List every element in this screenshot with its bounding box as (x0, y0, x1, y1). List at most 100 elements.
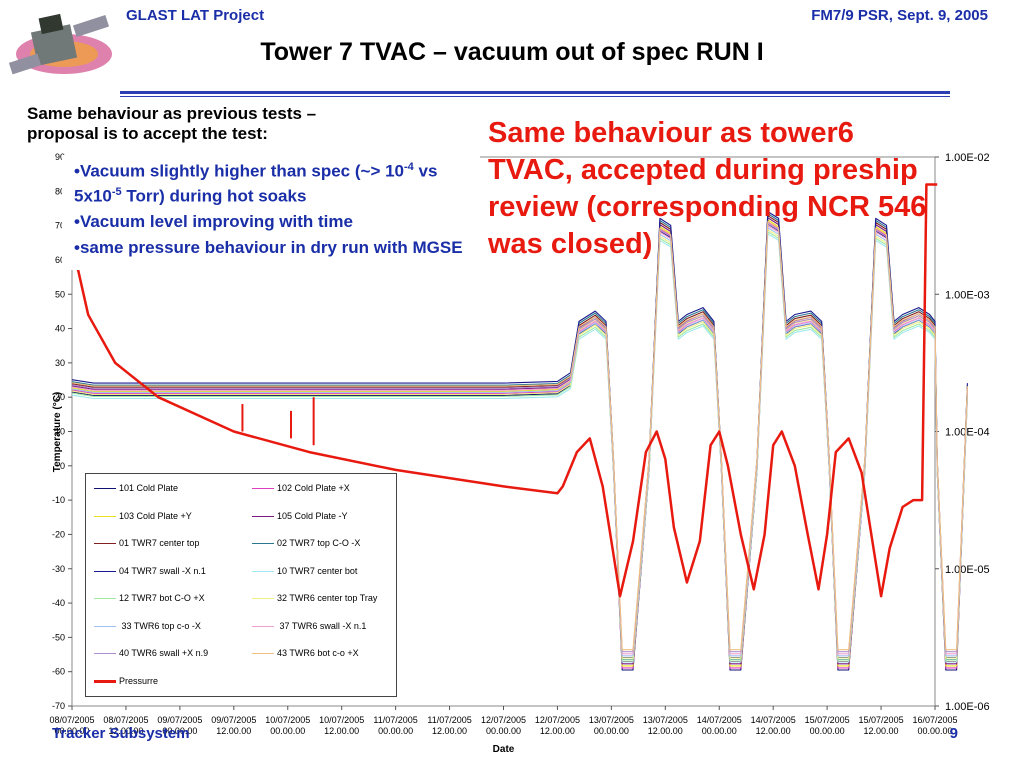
bullet-vacuum-spec: •Vacuum slightly higher than spec (~> 10… (74, 161, 438, 206)
x-tick-label: 12/07/2005 (481, 715, 526, 725)
legend-item: 43 TWR6 bot c-o +X (252, 647, 359, 659)
slide-title: Tower 7 TVAC – vacuum out of spec RUN I (260, 38, 764, 66)
chart-legend: 101 Cold Plate 102 Cold Plate +X 103 Cold … (85, 473, 397, 697)
x-tick-label: 13/07/2005 (589, 715, 634, 725)
review-label: FM7/9 PSR, Sept. 9, 2005 (811, 7, 988, 24)
x-tick-label: 11/07/2005 (373, 715, 417, 725)
legend-item: 12 TWR7 bot C-O +X (94, 592, 205, 604)
page-number: 9 (949, 725, 958, 742)
y-tick-label: 70 (55, 221, 65, 231)
x-tick-label: 12.00.00 (648, 726, 683, 736)
legend-item: 32 TWR6 center top Tray (252, 592, 377, 604)
legend-swatch (94, 488, 116, 490)
header-rule-thin (120, 96, 950, 97)
temperature-series-11 (71, 225, 968, 655)
legend-label: 102 Cold Plate +X (277, 483, 350, 493)
y-tick-label: 60 (55, 255, 65, 265)
legend-swatch (94, 543, 116, 545)
x-tick-label: 00.00.00 (162, 726, 197, 736)
y-tick-label: -20 (52, 529, 65, 539)
y-tick-label: -10 (52, 495, 65, 505)
x-tick-label: 00.00.00 (486, 726, 521, 736)
legend-label: 37 TWR6 swall -X n.1 (277, 620, 367, 631)
y-tick-label: 30 (55, 358, 65, 368)
temperature-series-10 (71, 227, 968, 657)
pressure-series (70, 183, 938, 598)
legend-swatch (94, 653, 116, 655)
x-tick-label: 14/07/2005 (697, 715, 742, 725)
legend-label: 43 TWR6 bot c-o +X (277, 648, 359, 658)
x-tick-label: 12.00.00 (324, 726, 359, 736)
legend-label: 01 TWR7 center top (119, 538, 200, 548)
x-tick-label: 12/07/2005 (535, 715, 580, 725)
y-tick-label: -50 (52, 632, 65, 642)
bullet-pressure-behaviour: •same pressure behaviour in dry run with… (74, 238, 463, 258)
glast-logo (8, 13, 112, 75)
bullet-list: •Vacuum slightly higher than spec (~> 10… (62, 155, 480, 271)
x-tick-label: 10/07/2005 (265, 715, 310, 725)
y2-tick-label: 1.00E-02 (945, 152, 990, 164)
legend-item: 33 TWR6 top c-o -X (94, 620, 201, 632)
legend-label: 105 Cold Plate -Y (277, 510, 348, 521)
legend-swatch (94, 625, 116, 627)
legend-item: 105 Cold Plate -Y (252, 510, 348, 522)
legend-swatch (252, 515, 274, 517)
x-tick-label: 11/07/2005 (427, 715, 471, 725)
x-tick-label: 12.00.00 (756, 726, 791, 736)
project-label: GLAST LAT Project (126, 7, 265, 24)
legend-label: 10 TWR7 center bot (277, 565, 358, 576)
x-tick-label: 00.00.00 (54, 726, 89, 736)
y2-tick-label: 1.00E-06 (945, 701, 990, 713)
x-tick-label: 14/07/2005 (751, 715, 796, 725)
legend-swatch (252, 488, 274, 490)
legend-label: 33 TWR6 top c-o -X (119, 620, 201, 631)
legend-item: 101 Cold Plate (94, 482, 178, 494)
x-tick-label: 09/07/2005 (157, 715, 202, 725)
x-tick-label: 00.00.00 (917, 726, 952, 736)
temperature-series-13 (71, 220, 968, 651)
y-tick-label: 80 (55, 186, 65, 196)
x-tick-label: 13/07/2005 (643, 715, 688, 725)
legend-label: 12 TWR7 bot C-O +X (119, 593, 205, 603)
legend-label: 04 TWR7 swall -X n.1 (119, 565, 206, 576)
legend-item: 04 TWR7 swall -X n.1 (94, 565, 206, 577)
x-tick-label: 12.00.00 (216, 726, 251, 736)
legend-label: 40 TWR6 swall +X n.9 (119, 648, 209, 658)
x-tick-label: 12.00.00 (432, 726, 467, 736)
x-tick-label: 09/07/2005 (211, 715, 256, 725)
legend-item: 10 TWR7 center bot (252, 565, 357, 577)
legend-swatch (252, 653, 274, 655)
legend-swatch (252, 570, 274, 572)
intro-line-1: Same behaviour as previous tests – (27, 104, 317, 123)
y2-tick-label: 1.00E-05 (945, 564, 990, 576)
y-tick-label: 20 (55, 392, 65, 402)
legend-label: 02 TWR7 top C-O -X (277, 538, 361, 548)
x-tick-label: 10/07/2005 (319, 715, 364, 725)
x-tick-label: 00.00.00 (702, 726, 737, 736)
x-tick-label: 08/07/2005 (49, 715, 94, 725)
x-tick-label: 00.00.00 (810, 726, 845, 736)
y-tick-label: -30 (52, 564, 65, 574)
legend-label: 32 TWR6 center top Tray (277, 593, 378, 603)
temperature-series-9 (71, 229, 968, 659)
temperature-series-12 (71, 222, 968, 653)
x-tick-label: 16/07/2005 (912, 715, 957, 725)
y-tick-label: -70 (52, 701, 65, 711)
legend-swatch (252, 625, 274, 627)
legend-item: 01 TWR7 center top (94, 537, 199, 549)
legend-label: Pressurre (119, 675, 159, 686)
y-tick-label: -40 (52, 598, 65, 608)
header-rule (120, 91, 950, 94)
x-tick-label: 00.00.00 (270, 726, 305, 736)
y-axis-label: Temperature (°C) (52, 392, 63, 473)
x-tick-label: 12.00.00 (540, 726, 575, 736)
conclusion-note: Same behaviour as tower6 TVAC, accepted … (488, 117, 927, 260)
x-tick-label: 08/07/2005 (103, 715, 148, 725)
y2-tick-label: 1.00E-04 (945, 427, 990, 439)
y-tick-label: 40 (55, 324, 65, 334)
legend-item: 40 TWR6 swall +X n.9 (94, 647, 208, 659)
x-tick-label: 00.00.00 (594, 726, 629, 736)
legend-swatch (252, 543, 274, 545)
temperature-series-7 (71, 233, 968, 663)
